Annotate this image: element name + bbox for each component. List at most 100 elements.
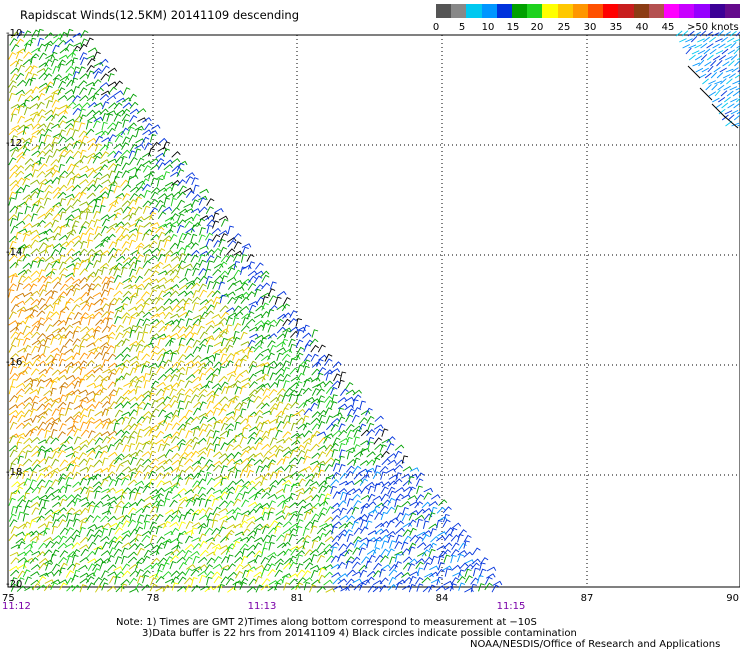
wind-barb bbox=[477, 575, 484, 584]
wind-barb bbox=[359, 582, 367, 591]
wind-barb bbox=[316, 381, 326, 387]
wind-barb bbox=[479, 568, 487, 577]
wind-barb bbox=[15, 232, 22, 241]
wind-barb bbox=[79, 201, 89, 207]
wind-barb bbox=[43, 377, 53, 383]
wind-barb bbox=[205, 537, 216, 543]
wind-barb bbox=[270, 396, 280, 403]
wind-barb bbox=[388, 568, 398, 577]
wind-barb bbox=[87, 438, 97, 446]
wind-barb bbox=[15, 170, 25, 178]
wind-barb bbox=[218, 230, 229, 236]
wind-barb bbox=[212, 220, 220, 229]
wind-barb bbox=[428, 500, 438, 507]
time-label: 11:15 bbox=[496, 601, 526, 612]
wind-barb bbox=[66, 401, 74, 411]
wind-barb bbox=[155, 513, 164, 522]
wind-barb bbox=[157, 459, 168, 465]
wind-barb bbox=[262, 322, 270, 331]
wind-barb bbox=[101, 570, 109, 579]
wind-barb bbox=[37, 415, 46, 423]
wind-barb bbox=[15, 72, 25, 81]
wind-barb bbox=[345, 560, 353, 569]
wind-barb bbox=[29, 479, 37, 488]
wind-barb bbox=[9, 394, 18, 403]
wind-barb bbox=[219, 233, 228, 242]
time-label: 11:12 bbox=[2, 601, 31, 612]
wind-barb bbox=[120, 303, 128, 312]
wind-barb bbox=[86, 342, 96, 348]
wind-barb bbox=[120, 579, 130, 586]
wind-barb bbox=[331, 572, 341, 578]
wind-barb bbox=[464, 575, 473, 584]
wind-barb bbox=[100, 303, 110, 311]
wind-barb bbox=[43, 465, 53, 473]
wind-barb bbox=[255, 505, 264, 514]
legend-tick: 10 bbox=[481, 22, 495, 33]
wind-barb bbox=[372, 471, 381, 480]
wind-barb bbox=[43, 73, 53, 81]
wind-barb bbox=[87, 582, 96, 591]
wind-barb bbox=[85, 360, 95, 367]
wind-barb bbox=[51, 169, 60, 178]
wind-barb bbox=[303, 430, 313, 438]
wind-barb bbox=[30, 56, 37, 65]
wind-barb bbox=[52, 333, 62, 339]
wind-barb bbox=[11, 337, 19, 346]
wind-barb bbox=[733, 47, 740, 55]
wind-barb bbox=[239, 577, 249, 585]
wind-barb bbox=[184, 584, 193, 593]
wind-barb bbox=[283, 484, 290, 493]
wind-barb bbox=[340, 586, 350, 592]
wind-barb bbox=[36, 584, 47, 591]
wind-barb bbox=[247, 399, 254, 409]
wind-barb bbox=[344, 480, 355, 486]
wind-barb bbox=[366, 539, 373, 549]
wind-barb bbox=[23, 291, 34, 297]
wind-barb bbox=[289, 464, 297, 473]
wind-barb bbox=[31, 495, 41, 502]
wind-barb bbox=[44, 149, 54, 157]
wind-barb bbox=[492, 580, 503, 586]
wind-barb bbox=[352, 561, 361, 569]
wind-barb bbox=[17, 245, 26, 254]
wind-barb bbox=[288, 528, 298, 536]
wind-barb bbox=[241, 464, 251, 471]
wind-barb bbox=[36, 551, 46, 558]
wind-barb bbox=[199, 289, 208, 298]
wind-barb bbox=[58, 358, 66, 367]
wind-barb bbox=[143, 471, 152, 480]
wind-barb bbox=[120, 459, 131, 465]
wind-barb bbox=[352, 399, 359, 408]
wind-barb bbox=[155, 439, 165, 445]
wind-barb bbox=[109, 401, 118, 409]
wind-barb bbox=[254, 334, 265, 340]
wind-barb bbox=[253, 502, 263, 509]
wind-barb bbox=[295, 436, 302, 446]
wind-barb bbox=[206, 557, 215, 565]
wind-barb bbox=[129, 143, 138, 152]
wind-barb bbox=[365, 560, 372, 569]
wind-barb bbox=[88, 101, 98, 109]
wind-barb bbox=[190, 450, 200, 458]
wind-barb bbox=[205, 380, 213, 389]
wind-barb bbox=[128, 577, 138, 586]
wind-barb bbox=[121, 240, 130, 249]
wind-barb bbox=[44, 184, 53, 193]
wind-barb bbox=[184, 331, 194, 339]
wind-barb bbox=[45, 366, 54, 375]
wind-barb bbox=[311, 411, 321, 418]
wind-barb bbox=[150, 380, 160, 389]
wind-barb bbox=[135, 464, 144, 472]
wind-barb bbox=[43, 304, 54, 311]
wind-barb bbox=[123, 284, 133, 289]
wind-barb bbox=[79, 466, 90, 472]
wind-barb bbox=[50, 553, 57, 563]
wind-barb bbox=[17, 144, 28, 152]
wind-barb bbox=[712, 97, 720, 103]
wind-barb bbox=[23, 51, 32, 59]
wind-barb bbox=[344, 548, 353, 557]
wind-barb bbox=[198, 283, 207, 292]
wind-barb bbox=[10, 457, 20, 465]
wind-barb bbox=[274, 445, 284, 453]
